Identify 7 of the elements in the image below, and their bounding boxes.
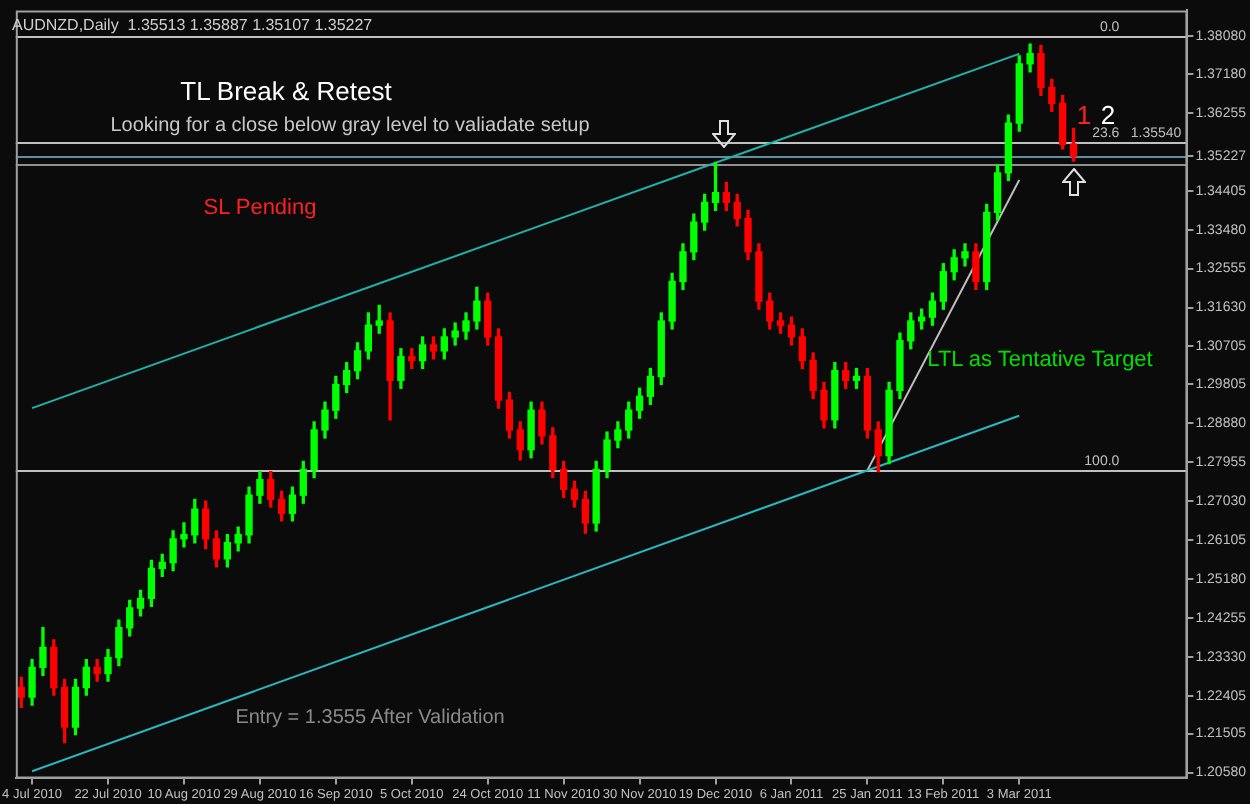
annotation: Looking for a close below gray level to valiadate setup — [110, 115, 590, 137]
text: TL Break & Retest — [180, 76, 392, 106]
annotation: LTL as Tentative Target — [927, 347, 1153, 373]
annotation: Entry = 1.3555 After Validation — [235, 707, 505, 729]
annotation: 2 — [1100, 99, 1116, 130]
annotation: 1 — [1076, 99, 1092, 131]
annotation: SL Pending — [203, 195, 317, 221]
